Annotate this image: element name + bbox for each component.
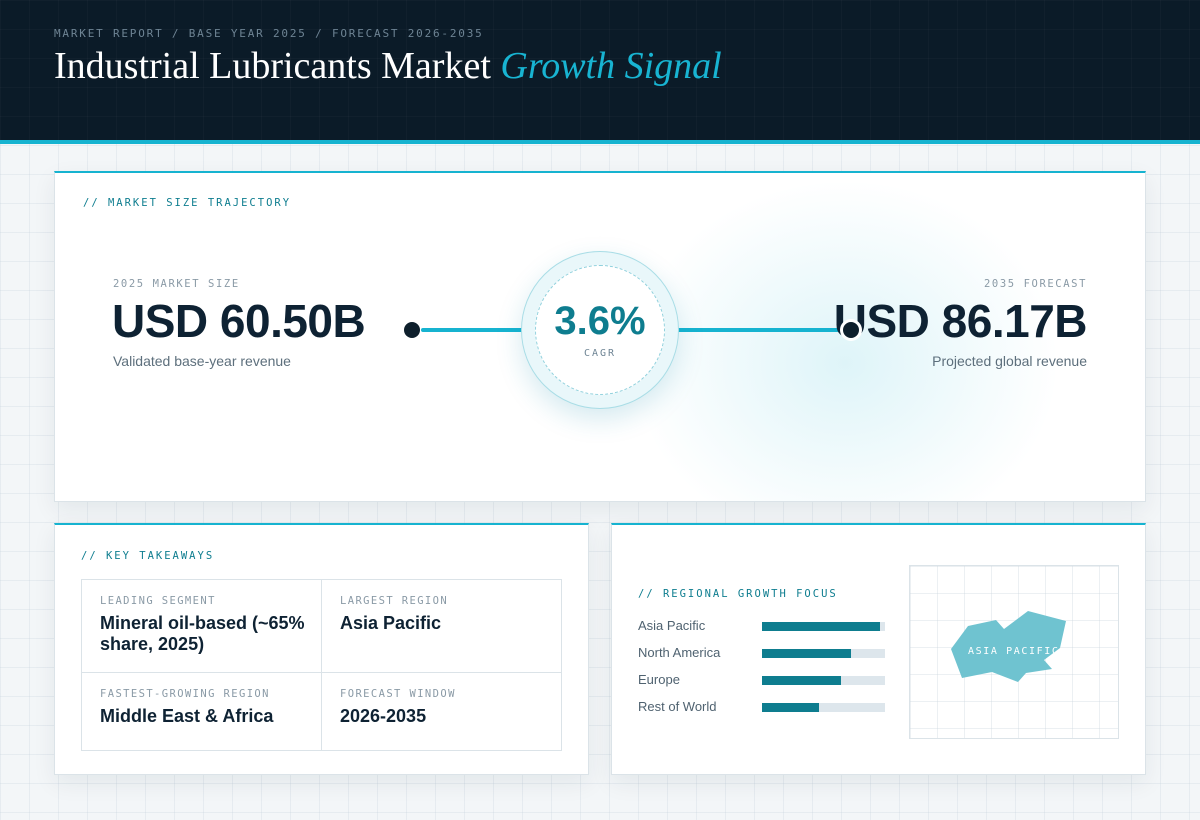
region-bar-track [762, 649, 885, 658]
grid-divider [82, 672, 561, 673]
cagr-ring-inner [535, 265, 665, 395]
key-takeaways-card: // KEY TAKEAWAYS LEADING SEGMENT Mineral… [54, 523, 589, 775]
title-main: Industrial Lubricants Market [54, 45, 491, 87]
base-year-note: Validated base-year revenue [113, 353, 291, 369]
base-year-value: USD 60.50B [112, 295, 366, 347]
takeaway-label: LEADING SEGMENT [100, 595, 216, 607]
forecast-glow [635, 183, 1055, 501]
takeaways-grid: LEADING SEGMENT Mineral oil-based (~65% … [81, 579, 562, 751]
region-name: Rest of World [638, 699, 717, 714]
takeaway-leading-segment: LEADING SEGMENT Mineral oil-based (~65% … [100, 595, 305, 655]
cagr-value: 3.6% [554, 299, 646, 343]
grid-divider [321, 580, 322, 750]
region-bar-track [762, 703, 885, 712]
title-accent: Growth Signal [500, 45, 722, 87]
takeaway-value: Mineral oil-based (~65% share, 2025) [100, 613, 305, 654]
regional-growth-card: // REGIONAL GROWTH FOCUS Asia Pacific No… [611, 523, 1146, 775]
cagr-label: CAGR [583, 348, 617, 359]
base-year-label: 2025 MARKET SIZE [113, 278, 240, 290]
market-size-card: // MARKET SIZE TRAJECTORY 2025 MARKET SI… [54, 171, 1146, 502]
start-point-marker [404, 322, 420, 338]
region-row-north-america: North America [638, 643, 888, 663]
asia-pacific-map-shape [951, 611, 1066, 682]
region-name: North America [638, 645, 721, 660]
takeaway-value: Asia Pacific [340, 613, 442, 633]
report-header: MARKET REPORT / BASE YEAR 2025 / FORECAS… [0, 0, 1200, 144]
region-bar-fill [762, 622, 881, 631]
end-point-marker [843, 322, 859, 338]
forecast-label: 2035 FORECAST [984, 278, 1087, 290]
region-name: Europe [638, 672, 680, 687]
takeaway-fastest-growing-region: FASTEST-GROWING REGION Middle East & Afr… [100, 688, 315, 727]
region-row-asia-pacific: Asia Pacific [638, 616, 888, 636]
takeaway-largest-region: LARGEST REGION Asia Pacific [340, 595, 545, 634]
region-map: ASIA PACIFIC [909, 565, 1119, 739]
takeaway-label: LARGEST REGION [340, 595, 449, 607]
key-takeaways-kicker: // KEY TAKEAWAYS [81, 550, 215, 562]
market-size-kicker: // MARKET SIZE TRAJECTORY [83, 197, 292, 209]
takeaway-value: Middle East & Africa [100, 706, 274, 726]
region-bar-fill [762, 649, 851, 658]
map-region-label: ASIA PACIFIC [968, 646, 1060, 657]
takeaway-forecast-window: FORECAST WINDOW 2026-2035 [340, 688, 545, 727]
takeaway-label: FASTEST-GROWING REGION [100, 688, 270, 700]
region-bar-fill [762, 676, 841, 685]
region-bar-track [762, 676, 885, 685]
regional-growth-kicker: // REGIONAL GROWTH FOCUS [638, 588, 838, 600]
forecast-value: USD 86.17B [833, 295, 1088, 347]
region-row-rest-of-world: Rest of World [638, 697, 888, 717]
breadcrumb: MARKET REPORT / BASE YEAR 2025 / FORECAS… [54, 27, 484, 40]
region-bar-fill [762, 703, 819, 712]
region-name: Asia Pacific [638, 618, 706, 633]
forecast-note: Projected global revenue [932, 353, 1087, 369]
page-title: Industrial Lubricants Market Growth Sign… [54, 44, 722, 88]
region-bar-track [762, 622, 885, 631]
takeaway-value: 2026-2035 [340, 706, 427, 726]
takeaway-label: FORECAST WINDOW [340, 688, 456, 700]
region-row-europe: Europe [638, 670, 888, 690]
